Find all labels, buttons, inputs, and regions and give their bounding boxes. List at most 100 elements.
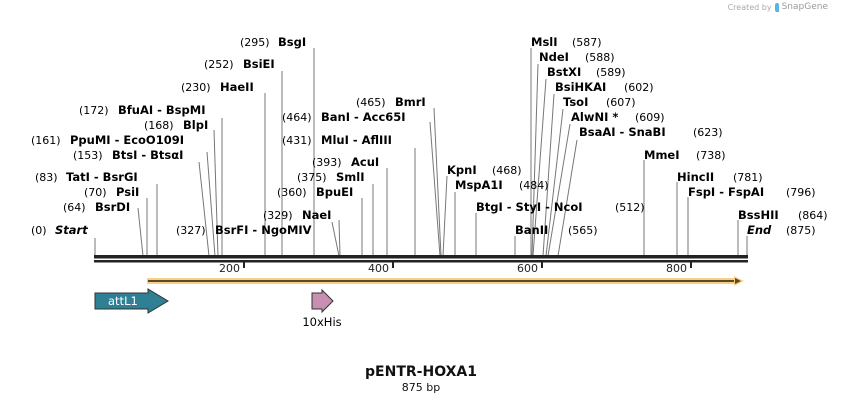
svg-text:(796): (796)	[786, 186, 816, 199]
svg-text:AlwNI *: AlwNI *	[571, 110, 618, 124]
svg-text:(587): (587)	[572, 36, 602, 49]
svg-text:SmlI: SmlI	[336, 170, 365, 184]
svg-text:(484): (484)	[519, 179, 549, 192]
site-MmeI[interactable]: MmeI (738)	[644, 148, 726, 162]
credit-brand: SnapGene	[781, 2, 828, 12]
svg-text:(70): (70)	[84, 186, 107, 199]
svg-text:(623): (623)	[693, 126, 723, 139]
svg-text:(875): (875)	[786, 224, 816, 237]
backbone-top-strand	[94, 255, 748, 259]
site-PsiI[interactable]: (70) PsiI	[84, 185, 139, 199]
svg-text:KpnI: KpnI	[447, 163, 477, 177]
orf-feature[interactable]	[147, 276, 744, 286]
svg-text:BpuEI: BpuEI	[316, 185, 353, 199]
svg-text:(393): (393)	[312, 156, 342, 169]
site-FspI-FspAI[interactable]: FspI - FspAI (796)	[688, 185, 816, 199]
svg-text:(512): (512)	[615, 201, 645, 214]
svg-text:MslI: MslI	[531, 35, 558, 49]
site-BlpI[interactable]: (168) BlpI	[144, 118, 208, 132]
svg-text:BtgI - StyI - NcoI: BtgI - StyI - NcoI	[476, 200, 583, 214]
svg-text:BsaAI - SnaBI: BsaAI - SnaBI	[579, 125, 666, 139]
svg-text:NaeI: NaeI	[302, 208, 331, 222]
svg-text:BstXI: BstXI	[547, 65, 581, 79]
site-AlwNI[interactable]: AlwNI * (609)	[571, 110, 665, 124]
site-SmlI[interactable]: (375) SmlI	[297, 170, 365, 184]
site-MluI-AflIII[interactable]: (431) MluI - AflIII	[282, 133, 392, 147]
svg-text:BanII: BanII	[515, 223, 548, 237]
svg-text:(295): (295)	[240, 36, 270, 49]
svg-text:(607): (607)	[606, 96, 636, 109]
svg-text:(375): (375)	[297, 171, 327, 184]
svg-text:(464): (464)	[282, 111, 312, 124]
svg-text:MluI - AflIII: MluI - AflIII	[321, 133, 392, 147]
site-NaeI[interactable]: (329) NaeI	[263, 208, 331, 222]
svg-text:(360): (360)	[277, 186, 307, 199]
svg-text:(161): (161)	[31, 134, 61, 147]
site-HincII[interactable]: HincII (781)	[677, 170, 763, 184]
svg-text:(738): (738)	[696, 149, 726, 162]
site-BpuEI[interactable]: (360) BpuEI	[277, 185, 353, 199]
snapgene-credit: Created by SnapGene	[728, 2, 828, 12]
site-BanI-Acc65I[interactable]: (464) BanI - Acc65I	[282, 110, 406, 124]
feature-attL1[interactable]: attL1	[94, 288, 169, 314]
svg-text:End: End	[747, 223, 772, 237]
svg-text:AcuI: AcuI	[351, 155, 379, 169]
svg-text:BsgI: BsgI	[278, 35, 306, 49]
svg-text:(431): (431)	[282, 134, 312, 147]
site-BfuAI-BspMI[interactable]: (172) BfuAI - BspMI	[79, 103, 205, 117]
tick-600: 600	[517, 262, 538, 275]
credit-prefix: Created by	[727, 2, 772, 12]
svg-text:HaeII: HaeII	[220, 80, 254, 94]
svg-text:(565): (565)	[568, 224, 598, 237]
svg-text:BsrDI: BsrDI	[95, 200, 130, 214]
site-MslI[interactable]: MslI (587)	[531, 35, 602, 49]
svg-text:(468): (468)	[492, 164, 522, 177]
site-BsaAI-SnaBI[interactable]: BsaAI - SnaBI (623)	[579, 125, 723, 139]
site-End[interactable]: End (875)	[747, 223, 816, 237]
svg-text:PsiI: PsiI	[116, 185, 139, 199]
svg-text:(252): (252)	[204, 58, 234, 71]
site-BsrDI[interactable]: (64) BsrDI	[63, 200, 130, 214]
svg-text:(172): (172)	[79, 104, 109, 117]
site-TatI-BsrGI[interactable]: (83) TatI - BsrGI	[35, 170, 138, 184]
site-PpuMI-EcoO109I[interactable]: (161) PpuMI - EcoO109I	[31, 133, 184, 147]
site-BsiHKAI[interactable]: BsiHKAI (602)	[555, 80, 654, 94]
svg-text:(64): (64)	[63, 201, 86, 214]
svg-text:BsiHKAI: BsiHKAI	[555, 80, 606, 94]
site-BsrFI-NgoMIV[interactable]: (327) BsrFI - NgoMIV	[176, 223, 312, 237]
svg-text:(781): (781)	[733, 171, 763, 184]
svg-text:BssHII: BssHII	[738, 208, 779, 222]
svg-text:(602): (602)	[624, 81, 654, 94]
svg-text:NdeI: NdeI	[539, 50, 569, 64]
site-TsoI[interactable]: TsoI (607)	[563, 95, 636, 109]
axis-ticks: 200 400 600 800	[219, 262, 692, 275]
map-title: pENTR-HOXA1	[365, 364, 477, 380]
tick-800: 800	[666, 262, 687, 275]
tick-200: 200	[219, 262, 240, 275]
svg-text:(168): (168)	[144, 119, 174, 132]
site-BtgI-StyI-NcoI[interactable]: BtgI - StyI - NcoI (512)	[476, 200, 645, 214]
site-KpnI[interactable]: KpnI (468)	[447, 163, 522, 177]
site-BtsI-BtsaI[interactable]: (153) BtsI - BtsαI	[73, 148, 183, 162]
site-BssHII[interactable]: BssHII (864)	[738, 208, 828, 222]
site-NdeI[interactable]: NdeI (588)	[539, 50, 615, 64]
site-HaeII[interactable]: (230) HaeII	[181, 80, 254, 94]
svg-text:(83): (83)	[35, 171, 58, 184]
feature-10xHis[interactable]: 10xHis	[302, 288, 342, 329]
site-BsgI[interactable]: (295) BsgI	[240, 35, 306, 49]
svg-text:(609): (609)	[635, 111, 665, 124]
svg-text:TsoI: TsoI	[563, 95, 588, 109]
svg-text:BlpI: BlpI	[183, 118, 208, 132]
site-BstXI[interactable]: BstXI (589)	[547, 65, 626, 79]
svg-text:BtsI - BtsαI: BtsI - BtsαI	[112, 148, 183, 162]
map-length: 875 bp	[401, 381, 441, 394]
site-BanII[interactable]: BanII (565)	[515, 223, 598, 237]
svg-text:HincII: HincII	[677, 170, 714, 184]
site-AcuI[interactable]: (393) AcuI	[312, 155, 379, 169]
backbone-bottom-strand	[94, 260, 748, 263]
site-BsiEI[interactable]: (252) BsiEI	[204, 57, 275, 71]
site-BmrI[interactable]: (465) BmrI	[356, 95, 426, 109]
site-MspA1I[interactable]: MspA1I (484)	[455, 178, 549, 192]
site-Start[interactable]: (0) Start	[31, 223, 88, 237]
